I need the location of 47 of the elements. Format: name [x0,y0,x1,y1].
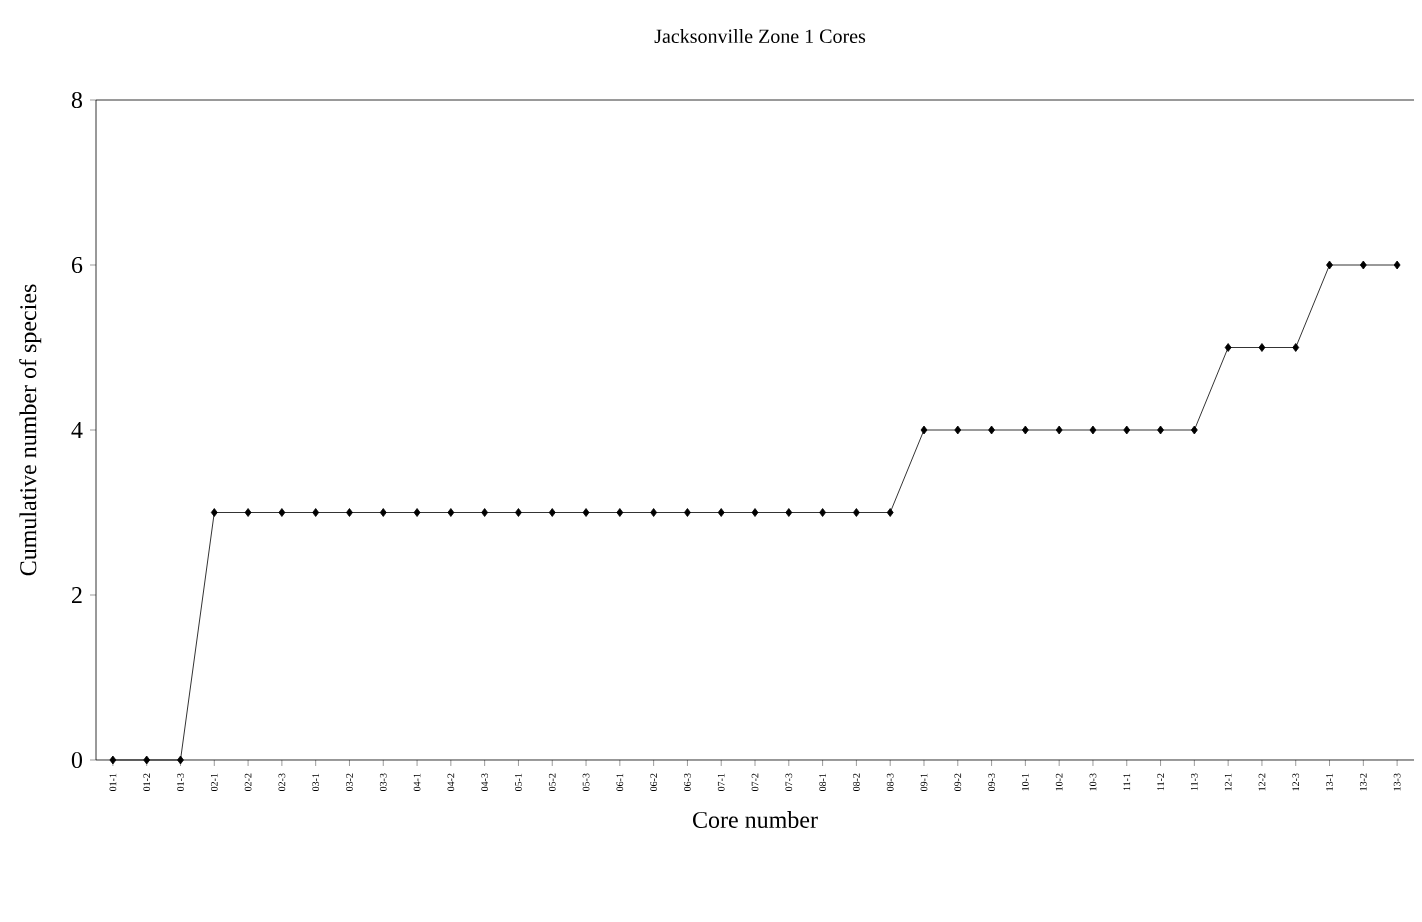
point [920,425,928,435]
point [1021,425,1029,435]
point [210,508,218,517]
y-axis-title: Cumulative number of species [19,284,42,576]
point [954,425,962,435]
point [109,755,117,765]
point [143,755,151,765]
y-tick-label: 4 [71,422,83,438]
point [852,508,860,517]
y-tick-label: 2 [72,587,82,603]
x-axis-title: Core number [693,811,818,828]
point [785,508,793,517]
point [751,508,759,517]
point [413,508,421,517]
point [1190,425,1198,435]
point [819,508,826,517]
point [1258,343,1266,352]
point [1224,343,1232,352]
point [346,508,353,517]
point [684,508,691,517]
point [278,508,286,517]
point [515,508,522,517]
point [1055,425,1063,435]
point [988,425,995,435]
point [177,755,184,765]
point [481,508,489,517]
y-tick-label: 0 [71,751,83,769]
point [616,508,624,517]
point [548,508,556,517]
point [312,508,320,517]
point [717,508,725,517]
point [886,508,894,517]
point [1359,260,1367,270]
point [244,508,252,517]
point [1393,260,1401,270]
chart-title: Jacksonville Zone 1 Cores [654,28,866,44]
point [1123,425,1131,435]
point [1089,425,1097,435]
point [582,508,590,517]
point [1326,260,1333,270]
point [650,508,658,517]
point [379,508,387,517]
y-tick-label: 6 [71,256,83,274]
point [1157,425,1164,435]
point [447,508,455,517]
point [1292,343,1300,352]
y-tick-label: 8 [71,91,83,109]
